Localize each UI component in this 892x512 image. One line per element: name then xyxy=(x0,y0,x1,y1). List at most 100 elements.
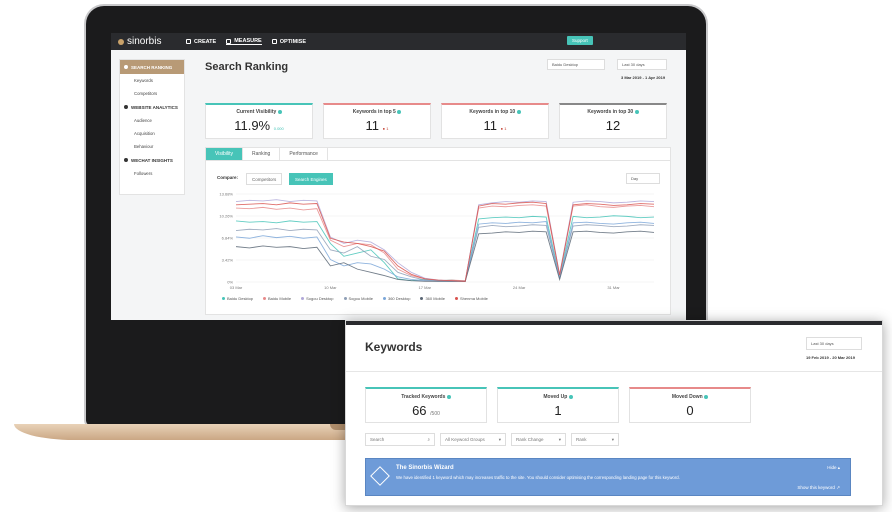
info-icon[interactable] xyxy=(568,394,573,399)
engine-select[interactable]: Baidu Desktop xyxy=(547,59,605,70)
rank-select[interactable]: Rank ▾ xyxy=(571,433,619,446)
legend-item[interactable]: Sogou Desktop xyxy=(301,296,334,301)
legend-item[interactable]: Baidu Mobile xyxy=(263,296,291,301)
wizard-banner: The Sinorbis Wizard We have identified 1… xyxy=(365,458,851,496)
sidebar: SEARCH RANKING Keywords Competitors WEBS… xyxy=(119,59,185,195)
info-icon[interactable] xyxy=(516,109,521,114)
sidebar-item-competitors[interactable]: Competitors xyxy=(134,91,158,96)
logo[interactable]: sinorbis xyxy=(118,36,186,47)
legend-label: Sogou Mobile xyxy=(348,296,373,301)
series-line-baidu-desktop xyxy=(235,215,655,282)
sidebar-item-audience[interactable]: Audience xyxy=(134,118,152,123)
tab-performance[interactable]: Performance xyxy=(280,148,328,160)
kpi-cards: Current Visibility 11.9% 0.000 Keywords … xyxy=(205,103,667,139)
y-tick-label: 6.84% xyxy=(222,236,234,241)
kpi-value-text: 11 xyxy=(365,118,380,133)
kpi-label-text: Keywords in top 30 xyxy=(587,109,634,115)
granularity-select[interactable]: Day xyxy=(626,173,660,184)
legend-item[interactable]: Baidu Desktop xyxy=(222,296,253,301)
kpi-limit: /500 xyxy=(430,411,440,417)
keyword-groups-value: All Keyword Groups xyxy=(445,437,485,442)
x-tick-label: 17 Mar xyxy=(419,285,432,290)
compare-search-engines[interactable]: Search Engines xyxy=(289,173,333,185)
legend-label: Baidu Desktop xyxy=(227,296,254,301)
analytics-icon xyxy=(124,105,128,109)
x-tick-label: 31 Mar xyxy=(607,285,620,290)
kpi-label-text: Keywords in top 5 xyxy=(352,109,396,115)
logo-icon xyxy=(118,38,124,45)
measure-icon xyxy=(226,38,232,44)
wizard-hide-button[interactable]: Hide ▴ xyxy=(827,465,840,471)
sidebar-section-website-analytics[interactable]: WEBSITE ANALYTICS xyxy=(120,100,184,114)
info-icon[interactable] xyxy=(277,109,282,114)
kpi-value: 11 ● 1 xyxy=(442,118,548,133)
rank-change-value: Rank Change xyxy=(516,437,544,442)
rank-change-select[interactable]: Rank Change ▾ xyxy=(511,433,566,446)
kpi-card-visibility: Current Visibility 11.9% 0.000 xyxy=(205,103,313,139)
nav-optimise[interactable]: OPTIMISE xyxy=(271,38,307,45)
kpi-card-top10: Keywords in top 10 11 ● 1 xyxy=(441,103,549,139)
sidebar-section-wechat-insights[interactable]: WECHAT INSIGHTS xyxy=(120,153,184,167)
kpi-value: 0 xyxy=(686,403,694,418)
kpi-value: 11.9% 0.000 xyxy=(206,118,312,133)
wizard-icon xyxy=(370,466,390,486)
kpi-label-text: Moved Down xyxy=(671,394,703,400)
keywords-period-select[interactable]: Last 30 days xyxy=(806,337,862,350)
sidebar-item-keywords[interactable]: Keywords xyxy=(134,78,153,83)
legend-item[interactable]: Sogou Mobile xyxy=(343,296,373,301)
chevron-up-icon: ▴ xyxy=(837,465,840,470)
period-select[interactable]: Last 30 days xyxy=(617,59,667,70)
legend-item[interactable]: 360 Desktop xyxy=(382,296,410,301)
sidebar-item-behaviour[interactable]: Behaviour xyxy=(134,144,154,149)
sidebar-item-followers[interactable]: Followers xyxy=(134,171,153,176)
rank-value: Rank xyxy=(576,437,587,442)
info-icon[interactable] xyxy=(397,109,402,114)
nav-create[interactable]: CREATE xyxy=(186,39,216,45)
info-icon[interactable] xyxy=(634,109,639,114)
kpi-card-moved-up: Moved Up 1 xyxy=(497,387,619,423)
tab-visibility[interactable]: Visibility xyxy=(206,148,243,160)
keywords-date-range: 19 Feb 2019 - 20 Mar 2019 xyxy=(806,355,855,360)
compare-competitors[interactable]: Competitors xyxy=(246,173,283,185)
wizard-show-keyword-link[interactable]: Show this keyword ↗ xyxy=(797,485,840,491)
keywords-window: Keywords Last 30 days 19 Feb 2019 - 20 M… xyxy=(345,320,883,506)
legend-swatch xyxy=(222,297,225,301)
kpi-change: ● 1 xyxy=(500,126,507,131)
granularity-value: Day xyxy=(631,176,639,181)
visibility-chart: 0% 3.42% 6.84% 10.26% 13.68% 03 Mar 10 Mar 17 M… xyxy=(219,192,655,290)
chart-panel: Visibility Ranking Performance Compare: … xyxy=(205,147,671,315)
kpi-card-top30: Keywords in top 30 12 xyxy=(559,103,667,139)
arrow-icon: ↗ xyxy=(836,485,840,490)
period-select-value: Last 30 days xyxy=(622,62,645,67)
nav-measure[interactable]: MEASURE xyxy=(226,38,262,45)
kpi-value-text: 11 xyxy=(483,118,498,133)
legend-item[interactable]: Shenma Mobile xyxy=(455,296,488,301)
kpi-change-text: 1 xyxy=(386,126,389,131)
legend-swatch xyxy=(382,297,386,301)
tab-ranking[interactable]: Ranking xyxy=(243,148,281,160)
legend-label: Sogou Desktop xyxy=(306,296,334,301)
keyword-groups-select[interactable]: All Keyword Groups ▾ xyxy=(440,433,506,446)
kpi-label: Keywords in top 5 xyxy=(324,109,430,115)
legend-swatch xyxy=(455,297,459,301)
y-tick-label: 0% xyxy=(227,280,233,285)
kpi-value: 1 xyxy=(554,403,562,418)
sidebar-section-label: WECHAT INSIGHTS xyxy=(131,157,173,163)
date-range: 3 Mar 2019 - 1 Apr 2019 xyxy=(621,75,666,80)
chart-tabs: Visibility Ranking Performance xyxy=(206,148,670,161)
legend-item[interactable]: 360 Mobile xyxy=(420,296,445,301)
sidebar-section-search-ranking[interactable]: SEARCH RANKING xyxy=(120,60,184,74)
x-tick-label: 03 Mar xyxy=(230,285,243,290)
top-nav: sinorbis CREATE MEASURE OPTIMISE Support xyxy=(111,33,686,50)
info-icon[interactable] xyxy=(704,394,709,399)
keyword-search-input[interactable]: Search ⌕ xyxy=(365,433,435,446)
sidebar-item-acquisition[interactable]: Acquisition xyxy=(134,131,155,136)
kpi-change: ● 1 xyxy=(382,126,389,131)
info-icon[interactable] xyxy=(446,394,451,399)
keywords-period-value: Last 30 days xyxy=(811,341,834,346)
kpi-label: Current Visibility xyxy=(206,109,312,115)
keyword-filters: Search ⌕ All Keyword Groups ▾ Rank Change ▾… xyxy=(365,433,619,446)
chevron-down-icon: ▾ xyxy=(498,436,501,442)
nav-optimise-label: OPTIMISE xyxy=(279,38,307,45)
support-button[interactable]: Support xyxy=(567,36,593,45)
